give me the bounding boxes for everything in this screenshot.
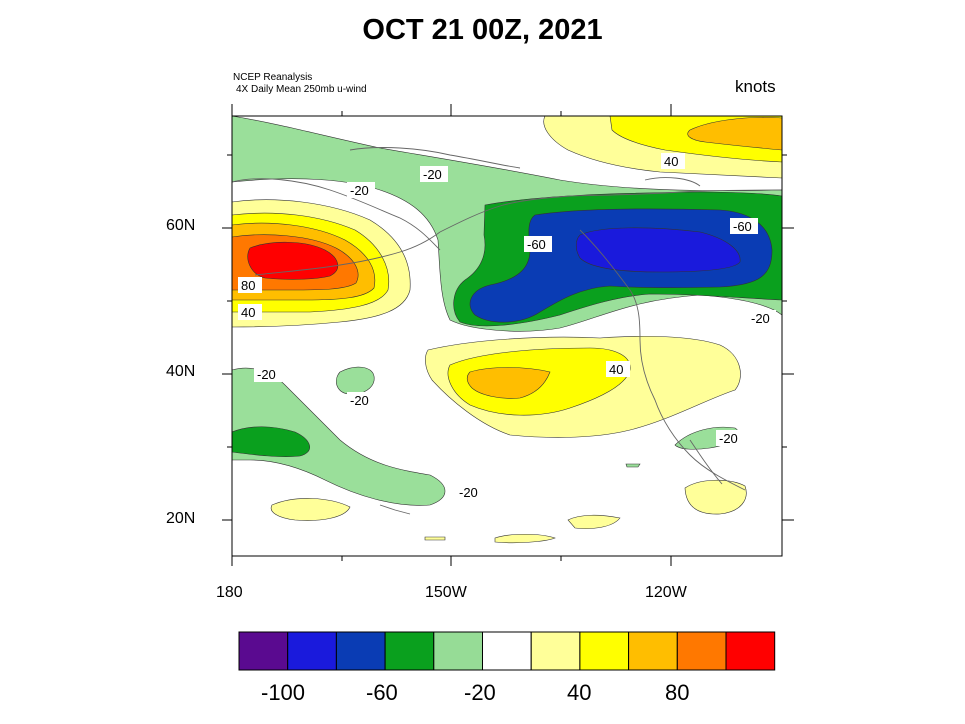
- region-ly-patch2: [684, 479, 747, 515]
- source-label: NCEP Reanalysis: [233, 72, 313, 83]
- colorbar-box: [579, 631, 630, 671]
- contour-label: -20: [719, 431, 738, 446]
- region-central-orange: [466, 367, 551, 399]
- colorbar: [238, 631, 776, 671]
- colorbar-box: [335, 631, 386, 671]
- lon-label-150w: 150W: [425, 584, 467, 601]
- colorbar-box: [384, 631, 435, 671]
- region-neg20-dot: [625, 463, 641, 468]
- colorbar-label: -100: [261, 680, 306, 705]
- contour-label: -20: [350, 183, 369, 198]
- region-north-orange: [687, 117, 782, 151]
- contour-label: -60: [733, 219, 752, 234]
- contour-label: 80: [241, 278, 255, 293]
- colorbar-box: [287, 631, 337, 671]
- contour-label: -20: [257, 367, 276, 382]
- region-green-west: [232, 426, 310, 457]
- colorbar-label: 40: [567, 680, 592, 705]
- lat-label-40n: 40N: [166, 363, 196, 380]
- region-ly-patch5: [424, 536, 446, 541]
- coastlines: [232, 147, 782, 515]
- lon-label-120w: 120W: [645, 584, 687, 601]
- region-ly-patch1: [270, 498, 351, 521]
- colorbar-box: [628, 631, 678, 671]
- contour-label: 40: [609, 362, 623, 377]
- map-title: OCT 21 00Z, 2021: [362, 14, 603, 46]
- plot-frame: [231, 115, 783, 557]
- lat-label-60n: 60N: [166, 217, 196, 234]
- units-label: knots: [735, 77, 776, 96]
- contour-label: -20: [350, 393, 369, 408]
- contour-labels: -20 -20 -60 -60 -20 80 40 40 -20 -20 -20…: [238, 153, 776, 500]
- region-neg20-small1: [335, 366, 375, 395]
- colorbar-box: [676, 631, 727, 671]
- colorbar-label: -20: [464, 680, 496, 705]
- lat-label-20n: 20N: [166, 510, 196, 527]
- contour-label: -20: [751, 311, 770, 326]
- contour-label: 40: [241, 305, 255, 320]
- colorbar-box: [530, 631, 581, 671]
- region-neg20-west: [232, 367, 446, 506]
- region-ly-patch3: [567, 514, 621, 529]
- axis-ticks: [222, 104, 794, 566]
- contour-label: -20: [459, 485, 478, 500]
- colorbar-box: [725, 631, 776, 671]
- colorbar-label: 80: [665, 680, 690, 705]
- colorbar-label: -60: [366, 680, 398, 705]
- region-ly-patch4: [494, 533, 556, 544]
- colorbar-box: [482, 631, 532, 671]
- contour-label: 40: [664, 154, 678, 169]
- colorbar-box: [433, 631, 483, 671]
- region-bright-blue-core: [575, 227, 741, 273]
- variable-label: 4X Daily Mean 250mb u-wind: [236, 84, 367, 95]
- contour-label: -60: [527, 237, 546, 252]
- lon-label-180: 180: [216, 584, 243, 601]
- region-west-red: [247, 241, 338, 280]
- wind-contours: [232, 116, 782, 544]
- colorbar-box: [238, 631, 289, 671]
- contour-label: -20: [423, 167, 442, 182]
